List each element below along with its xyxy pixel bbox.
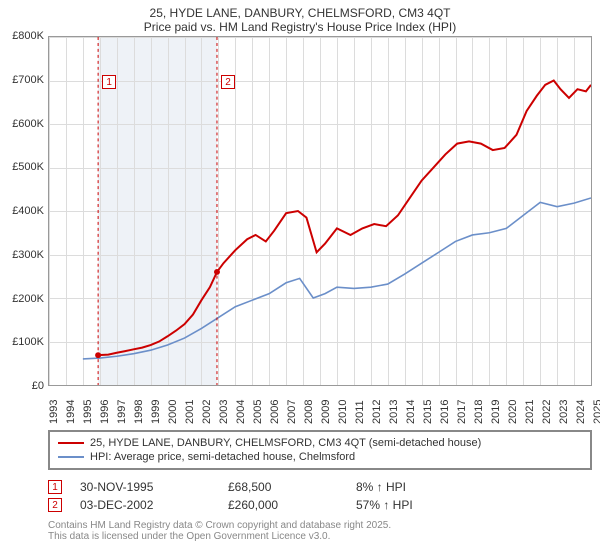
legend-row: 25, HYDE LANE, DANBURY, CHELMSFORD, CM3 … xyxy=(58,436,582,450)
gridline-h xyxy=(49,385,591,386)
x-tick-label: 2015 xyxy=(422,400,434,424)
x-tick-label: 1999 xyxy=(150,400,162,424)
marker-label: 2 xyxy=(221,75,235,89)
sale-marker: 1 xyxy=(48,480,62,494)
sale-delta: 8% ↑ HPI xyxy=(356,480,476,494)
y-tick-label: £400K xyxy=(12,205,44,217)
sale-row: 2 03-DEC-2002 £260,000 57% ↑ HPI xyxy=(48,496,592,514)
x-tick-label: 2022 xyxy=(541,400,553,424)
sale-price: £68,500 xyxy=(228,480,338,494)
below-chart: 25, HYDE LANE, DANBURY, CHELMSFORD, CM3 … xyxy=(48,430,592,542)
title-address: 25, HYDE LANE, DANBURY, CHELMSFORD, CM3 … xyxy=(4,6,596,20)
marker-label: 1 xyxy=(102,75,116,89)
y-tick-label: £800K xyxy=(12,30,44,42)
legend-row: HPI: Average price, semi-detached house,… xyxy=(58,450,582,464)
x-tick-label: 2003 xyxy=(218,400,230,424)
sale-marker: 2 xyxy=(48,498,62,512)
legend-label: 25, HYDE LANE, DANBURY, CHELMSFORD, CM3 … xyxy=(90,437,481,449)
x-tick-label: 2011 xyxy=(354,400,366,424)
x-tick-label: 2013 xyxy=(388,400,400,424)
x-tick-label: 2023 xyxy=(558,400,570,424)
y-tick-label: £700K xyxy=(12,74,44,86)
x-tick-label: 2010 xyxy=(337,400,349,424)
x-tick-label: 2016 xyxy=(439,400,451,424)
x-tick-label: 2004 xyxy=(235,400,247,424)
sale-price: £260,000 xyxy=(228,498,338,512)
y-tick-label: £200K xyxy=(12,293,44,305)
x-tick-label: 1994 xyxy=(65,400,77,424)
y-tick-label: £0 xyxy=(32,380,44,392)
x-tick-label: 2008 xyxy=(303,400,315,424)
sale-date: 30-NOV-1995 xyxy=(80,480,210,494)
x-tick-label: 2017 xyxy=(456,400,468,424)
y-tick-label: £500K xyxy=(12,161,44,173)
legend-swatch xyxy=(58,442,84,444)
x-tick-label: 2001 xyxy=(184,400,196,424)
y-axis-labels: £0£100K£200K£300K£400K£500K£600K£700K£80… xyxy=(0,36,46,386)
x-tick-label: 2005 xyxy=(252,400,264,424)
sale-delta: 57% ↑ HPI xyxy=(356,498,476,512)
x-tick-label: 1997 xyxy=(116,400,128,424)
x-axis-labels: 1993199419951996199719981999200020012002… xyxy=(48,388,592,408)
sale-row: 1 30-NOV-1995 £68,500 8% ↑ HPI xyxy=(48,478,592,496)
sale-rows: 1 30-NOV-1995 £68,500 8% ↑ HPI 2 03-DEC-2002 £… xyxy=(48,478,592,514)
x-tick-label: 2021 xyxy=(524,400,536,424)
gridline-v xyxy=(591,37,592,385)
y-tick-label: £300K xyxy=(12,249,44,261)
legend-label: HPI: Average price, semi-detached house,… xyxy=(90,451,355,463)
chart-area: £0£100K£200K£300K£400K£500K£600K£700K£80… xyxy=(48,36,592,406)
x-tick-label: 2020 xyxy=(507,400,519,424)
x-tick-label: 2007 xyxy=(286,400,298,424)
legend: 25, HYDE LANE, DANBURY, CHELMSFORD, CM3 … xyxy=(48,430,592,470)
x-tick-label: 1996 xyxy=(99,400,111,424)
sale-date: 03-DEC-2002 xyxy=(80,498,210,512)
x-tick-label: 2002 xyxy=(201,400,213,424)
x-tick-label: 2006 xyxy=(269,400,281,424)
x-tick-label: 2018 xyxy=(473,400,485,424)
y-tick-label: £600K xyxy=(12,118,44,130)
footnote-line2: This data is licensed under the Open Gov… xyxy=(48,531,592,542)
footnote: Contains HM Land Registry data © Crown c… xyxy=(48,520,592,542)
x-tick-label: 1998 xyxy=(133,400,145,424)
line-svg xyxy=(49,37,591,385)
series-hpi xyxy=(83,198,591,359)
title-subtitle: Price paid vs. HM Land Registry's House … xyxy=(4,20,596,34)
x-tick-label: 2019 xyxy=(490,400,502,424)
x-tick-label: 2025 xyxy=(592,400,600,424)
footnote-line1: Contains HM Land Registry data © Crown c… xyxy=(48,520,592,531)
chart-container: 25, HYDE LANE, DANBURY, CHELMSFORD, CM3 … xyxy=(0,0,600,560)
plot-area: 12 xyxy=(48,36,592,386)
y-tick-label: £100K xyxy=(12,336,44,348)
x-tick-label: 2014 xyxy=(405,400,417,424)
x-tick-label: 1993 xyxy=(48,400,60,424)
x-tick-label: 2000 xyxy=(167,400,179,424)
series-property xyxy=(98,81,591,356)
x-tick-label: 2009 xyxy=(320,400,332,424)
x-tick-label: 2012 xyxy=(371,400,383,424)
x-tick-label: 2024 xyxy=(575,400,587,424)
title-block: 25, HYDE LANE, DANBURY, CHELMSFORD, CM3 … xyxy=(0,0,600,36)
legend-swatch xyxy=(58,456,84,458)
x-tick-label: 1995 xyxy=(82,400,94,424)
